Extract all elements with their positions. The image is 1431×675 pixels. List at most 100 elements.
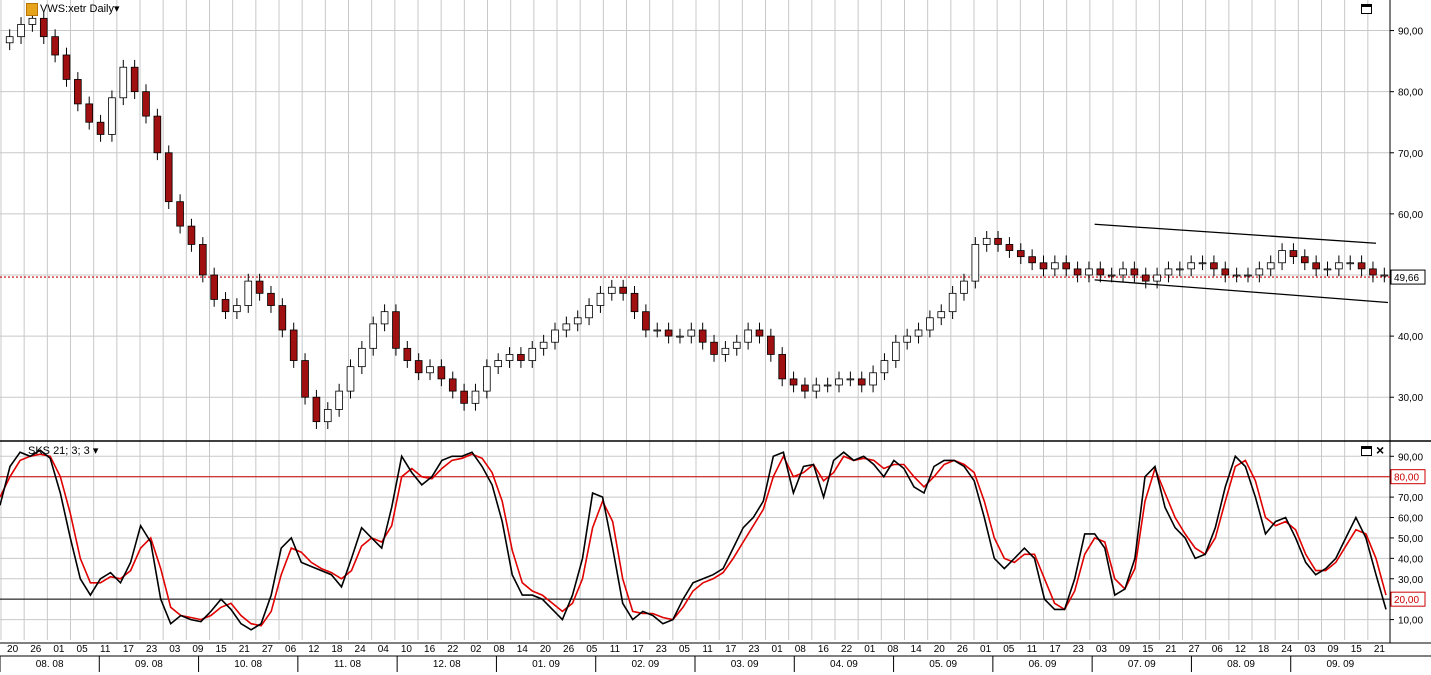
- x-tick-label: 17: [123, 644, 135, 655]
- candlesticks: [5, 11, 1389, 429]
- indicator-tick-label: 50,00: [1398, 534, 1423, 545]
- x-tick-label: 24: [355, 644, 367, 655]
- x-month-label: 03. 09: [731, 659, 759, 670]
- candle-body: [62, 54, 71, 80]
- close-icon[interactable]: ×: [1376, 442, 1385, 458]
- dropdown-arrow-icon[interactable]: ▾: [92, 445, 99, 457]
- price-tick-label: 90,00: [1398, 27, 1423, 38]
- candle-body: [585, 305, 593, 319]
- x-tick-label: 11: [702, 644, 713, 655]
- indicator-tick-label: 70,00: [1398, 493, 1423, 504]
- x-tick-label: 05: [1003, 644, 1015, 655]
- x-tick-label: 20: [540, 644, 552, 655]
- candle-body: [301, 360, 309, 398]
- candle-body: [778, 354, 787, 380]
- candle-body: [1289, 250, 1298, 258]
- x-tick-label: 11: [100, 644, 111, 655]
- candle-body: [358, 347, 366, 368]
- x-month-label: 08. 09: [1227, 659, 1255, 670]
- candle-body: [233, 305, 241, 313]
- price-panel-title[interactable]: VWS:xetr Daily▾: [40, 2, 120, 15]
- candle-body: [903, 335, 911, 343]
- x-tick-label: 22: [447, 644, 459, 655]
- candle-body: [1300, 256, 1309, 264]
- candle-body: [1357, 262, 1366, 270]
- candle-body: [244, 280, 253, 306]
- stochastic-lines: [0, 449, 1387, 631]
- candle-body: [1278, 250, 1286, 264]
- candle-body: [51, 36, 59, 56]
- candle-body: [1096, 268, 1105, 276]
- x-tick-label: 23: [146, 644, 158, 655]
- candle-body: [676, 335, 684, 338]
- candle-body: [880, 360, 889, 374]
- x-tick-label: 06: [1212, 644, 1224, 655]
- candle-body: [721, 347, 730, 355]
- grid-lines: [0, 0, 1390, 640]
- x-tick-label: 05: [679, 644, 691, 655]
- x-tick-label: 20: [7, 644, 19, 655]
- x-tick-label: 05: [77, 644, 89, 655]
- indicator-tick-label: 90,00: [1398, 452, 1423, 463]
- candle-body: [1198, 262, 1207, 265]
- candle-body: [551, 329, 559, 343]
- candle-body: [971, 244, 980, 282]
- candle-body: [1164, 268, 1173, 276]
- x-tick-label: 10: [401, 644, 413, 655]
- candle-body: [1380, 274, 1389, 277]
- candle-body: [642, 311, 650, 331]
- x-tick-label: 20: [934, 644, 946, 655]
- candle-body: [960, 280, 968, 294]
- candle-body: [1244, 274, 1252, 277]
- x-tick-label: 12: [308, 644, 320, 655]
- candle-body: [17, 24, 25, 38]
- candle-body: [630, 292, 639, 313]
- last-price-box: [1390, 269, 1426, 285]
- candle-body: [323, 409, 332, 423]
- x-month-label: 11. 08: [334, 659, 361, 670]
- dropdown-arrow-icon[interactable]: ▾: [113, 3, 120, 15]
- candle-body: [471, 390, 480, 404]
- x-tick-label: 11: [1027, 644, 1038, 655]
- candle-body: [494, 360, 502, 368]
- instrument-icon: [26, 3, 38, 16]
- x-tick-label: 06: [285, 644, 297, 655]
- candle-body: [755, 329, 764, 337]
- candle-body: [448, 378, 457, 392]
- x-tick-label: 15: [1142, 644, 1154, 655]
- x-month-label: 08. 08: [36, 659, 64, 670]
- candle-body: [1312, 262, 1320, 270]
- maximize-icon[interactable]: [1361, 446, 1372, 456]
- candle-body: [914, 329, 923, 337]
- price-tick-label: 60,00: [1398, 210, 1423, 221]
- candle-body: [607, 286, 616, 294]
- x-tick-label: 26: [957, 644, 969, 655]
- candle-body: [687, 329, 696, 337]
- x-tick-label: 17: [725, 644, 737, 655]
- candle-body: [801, 384, 809, 392]
- candle-body: [835, 378, 843, 386]
- x-tick-label: 16: [424, 644, 436, 655]
- indicator-panel-title[interactable]: SKS 21; 3; 3 ▾: [28, 444, 98, 457]
- candle-body: [1141, 274, 1150, 282]
- candle-body: [539, 341, 548, 349]
- candle-body: [335, 390, 343, 410]
- price-panel-title-text: VWS:xetr Daily: [40, 3, 114, 15]
- x-tick-label: 26: [563, 644, 575, 655]
- candle-body: [926, 317, 934, 331]
- x-tick-label: 09: [192, 644, 204, 655]
- candle-body: [267, 292, 275, 306]
- x-month-label: 01. 09: [532, 659, 560, 670]
- x-tick-label: 21: [1374, 644, 1386, 655]
- x-tick-label: 15: [1351, 644, 1363, 655]
- x-tick-label: 08: [494, 644, 506, 655]
- candle-body: [1073, 268, 1082, 276]
- x-tick-label: 03: [1096, 644, 1108, 655]
- x-month-label: 07. 09: [1128, 659, 1156, 670]
- maximize-icon[interactable]: [1361, 4, 1372, 14]
- candle-body: [312, 396, 321, 423]
- candle-body: [1210, 262, 1218, 270]
- candle-body: [1130, 268, 1139, 276]
- candle-body: [483, 366, 491, 392]
